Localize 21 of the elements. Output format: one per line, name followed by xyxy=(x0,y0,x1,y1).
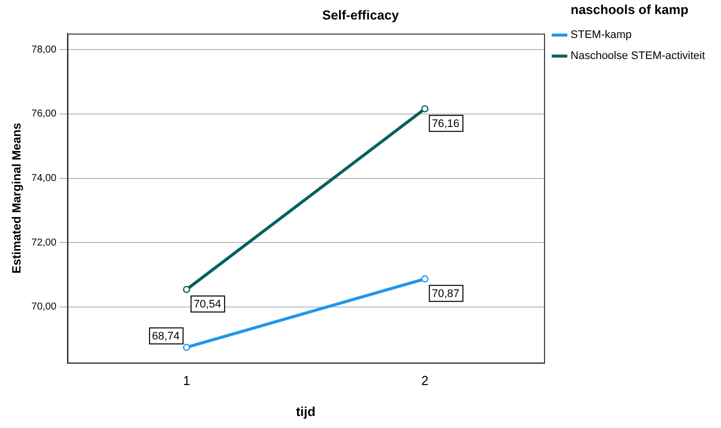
x-axis-title: tijd xyxy=(296,404,316,419)
point xyxy=(421,275,428,282)
y-tick-label: 72,00 xyxy=(31,237,57,248)
legend-label: STEM-kamp xyxy=(570,29,632,42)
data-label: 70,54 xyxy=(194,298,222,311)
point xyxy=(182,286,190,294)
y-axis-title: Estimated Marginal Means xyxy=(10,122,24,274)
y-tick-label: 76,00 xyxy=(31,108,57,120)
point xyxy=(182,344,190,351)
x-tick-label: 2 xyxy=(421,373,428,388)
y-tick-label: 74,00 xyxy=(31,173,57,184)
legend-title: naschools of kamp xyxy=(570,2,688,18)
y-tick-label: 70,00 xyxy=(31,302,57,313)
legend-label: Naschoolse STEM-activiteit xyxy=(570,50,706,62)
y-tick-label: 78,00 xyxy=(31,44,57,56)
x-tick-label: 1 xyxy=(182,373,190,388)
point xyxy=(421,105,428,112)
data-label: 76,16 xyxy=(432,118,460,130)
data-label: 68,74 xyxy=(152,330,180,342)
data-label: 70,87 xyxy=(432,288,460,300)
chart-title: Self-efficacy xyxy=(322,7,400,22)
